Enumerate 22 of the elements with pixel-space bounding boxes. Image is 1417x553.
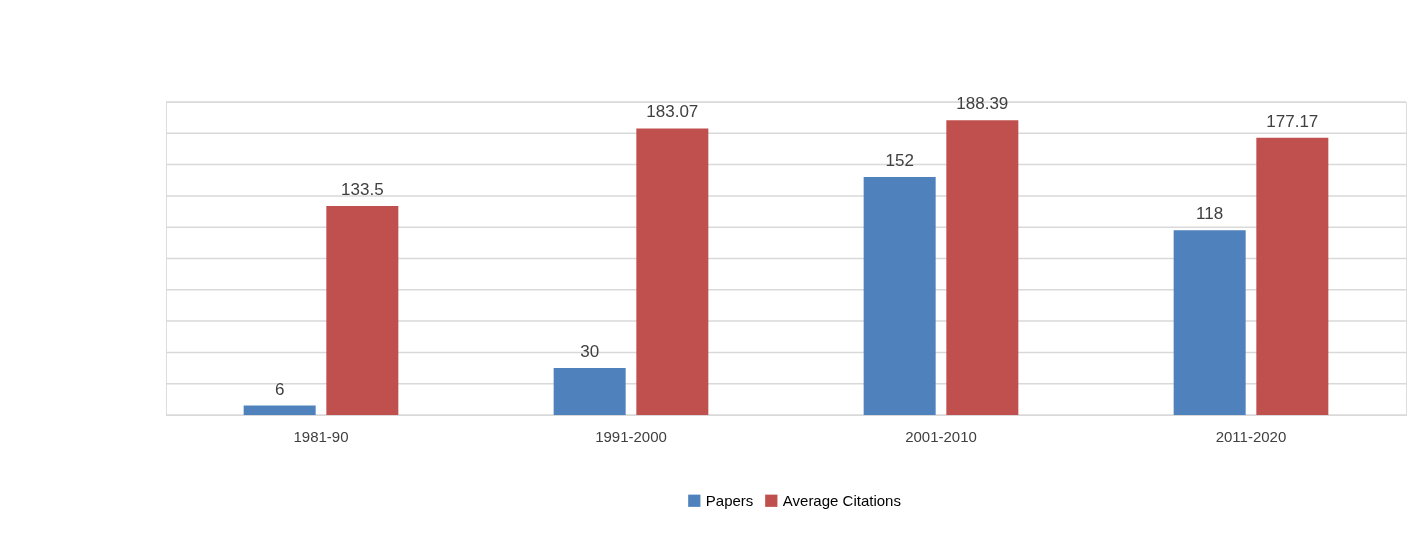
bar xyxy=(636,128,709,415)
x-tick-label: 1991-2000 xyxy=(595,427,667,445)
data-label: 133.5 xyxy=(341,180,384,200)
bar xyxy=(1256,137,1329,415)
legend-label: Average Citations xyxy=(782,491,901,509)
data-label: 30 xyxy=(580,342,600,362)
data-label: 183.07 xyxy=(646,102,699,122)
bar xyxy=(243,405,316,415)
x-tick-label: 2011-2020 xyxy=(1215,427,1287,445)
data-label: 118 xyxy=(1196,204,1224,224)
data-label: 188.39 xyxy=(956,94,1009,114)
x-tick-label: 1981-90 xyxy=(293,427,349,445)
bar xyxy=(863,177,936,415)
data-label: 152 xyxy=(885,151,914,171)
x-tick-label: 2001-2010 xyxy=(905,427,977,445)
data-label: 6 xyxy=(274,379,285,399)
bar xyxy=(326,206,399,415)
bar xyxy=(553,368,626,415)
legend-label: Papers xyxy=(705,491,754,509)
data-label: 177.17 xyxy=(1266,111,1319,131)
bar xyxy=(1173,230,1246,415)
bar xyxy=(946,120,1019,415)
